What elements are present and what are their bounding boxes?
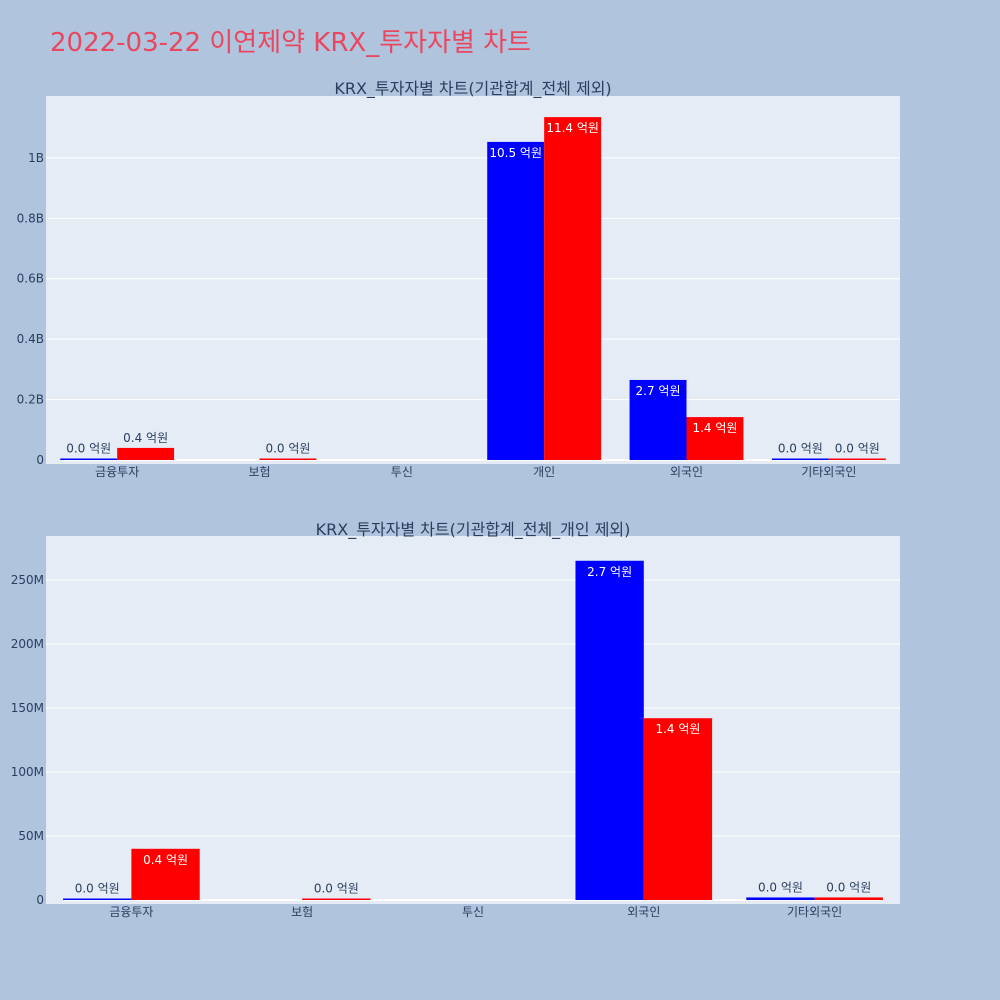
- chart-2-title: KRX_투자자별 차트(기관합계_전체_개인 제외): [316, 520, 631, 540]
- chart-1-data-label: 0.0 억원: [265, 442, 310, 456]
- chart-2-data-label: 0.0 억원: [314, 882, 359, 896]
- chart-2-ytick-label: 200M: [11, 637, 44, 651]
- chart-2-bar: [575, 560, 644, 900]
- chart-2-bar: [746, 897, 815, 900]
- chart-2-xtick-label: 금융투자: [109, 905, 153, 919]
- chart-1-xtick-label: 보험: [248, 465, 270, 479]
- chart-2-data-label: 0.4 억원: [143, 853, 188, 867]
- chart-1-data-label: 1.4 억원: [692, 421, 737, 435]
- chart-2-data-label: 2.7 억원: [587, 565, 632, 579]
- chart-1-xtick-label: 외국인: [670, 465, 703, 479]
- chart-2-xtick-label: 보험: [291, 905, 313, 919]
- chart-1-bar: [117, 447, 175, 460]
- chart-1-bar: [487, 141, 545, 460]
- chart-1-ytick-label: 0.8B: [17, 211, 44, 225]
- chart-2-bar: [814, 897, 883, 900]
- chart-1-ytick-label: 0.2B: [17, 393, 44, 407]
- chart-2-ytick-label: 150M: [11, 701, 44, 715]
- chart-2-xtick-label: 외국인: [627, 905, 660, 919]
- chart-2-xtick-label: 기타외국인: [787, 905, 842, 919]
- chart-1-data-label: 0.0 억원: [778, 442, 823, 456]
- chart-2-data-label: 0.0 억원: [75, 882, 120, 896]
- chart-1-bar: [686, 417, 744, 460]
- chart-1-bar: [544, 117, 602, 461]
- chart-2-ytick-label: 100M: [11, 765, 44, 779]
- chart-2-xtick-label: 투신: [462, 905, 484, 919]
- chart-1-ytick-label: 1B: [28, 151, 44, 165]
- chart-1-data-label: 0.0 억원: [66, 442, 111, 456]
- chart-1-xtick-label: 금융투자: [95, 465, 139, 479]
- chart-1-bar: [60, 458, 118, 460]
- chart-1-xtick-label: 개인: [533, 465, 555, 479]
- chart-1-title: KRX_투자자별 차트(기관합계_전체 제외): [334, 79, 611, 99]
- chart-2-plot-area: [46, 536, 900, 904]
- chart-2-ytick-label: 250M: [11, 573, 44, 587]
- chart-1-xtick-label: 투신: [391, 465, 413, 479]
- chart-1-data-label: 0.4 억원: [123, 431, 168, 445]
- chart-2-data-label: 1.4 억원: [655, 722, 700, 736]
- chart-1-bar: [828, 458, 886, 460]
- chart-1-xtick-label: 기타외국인: [801, 465, 856, 479]
- chart-2-bar: [131, 848, 200, 900]
- chart-1-bar: [629, 379, 687, 460]
- chart-2-ytick-label: 0: [36, 893, 44, 907]
- chart-2-data-label: 0.0 억원: [826, 880, 871, 894]
- chart-1-ytick-label: 0.4B: [17, 332, 44, 346]
- chart-2-data-label: 0.0 억원: [758, 880, 803, 894]
- main-title: 2022-03-22 이연제약 KRX_투자자별 차트: [50, 28, 532, 58]
- chart-1-bar: [259, 458, 317, 460]
- chart-1-bar: [771, 458, 829, 460]
- chart-1-data-label: 11.4 억원: [546, 121, 599, 135]
- chart-1-ytick-label: 0.6B: [17, 272, 44, 286]
- chart-1-ytick-label: 0: [36, 453, 44, 467]
- chart-2-bar: [63, 898, 132, 900]
- chart-2-bar: [302, 898, 371, 900]
- chart-1-data-label: 2.7 억원: [636, 384, 681, 398]
- chart-1-plot-area: [46, 96, 900, 464]
- chart-1-data-label: 10.5 억원: [489, 146, 542, 160]
- chart-2-ytick-label: 50M: [18, 829, 44, 843]
- chart-2-bar: [643, 718, 713, 900]
- chart-1-data-label: 0.0 억원: [835, 442, 880, 456]
